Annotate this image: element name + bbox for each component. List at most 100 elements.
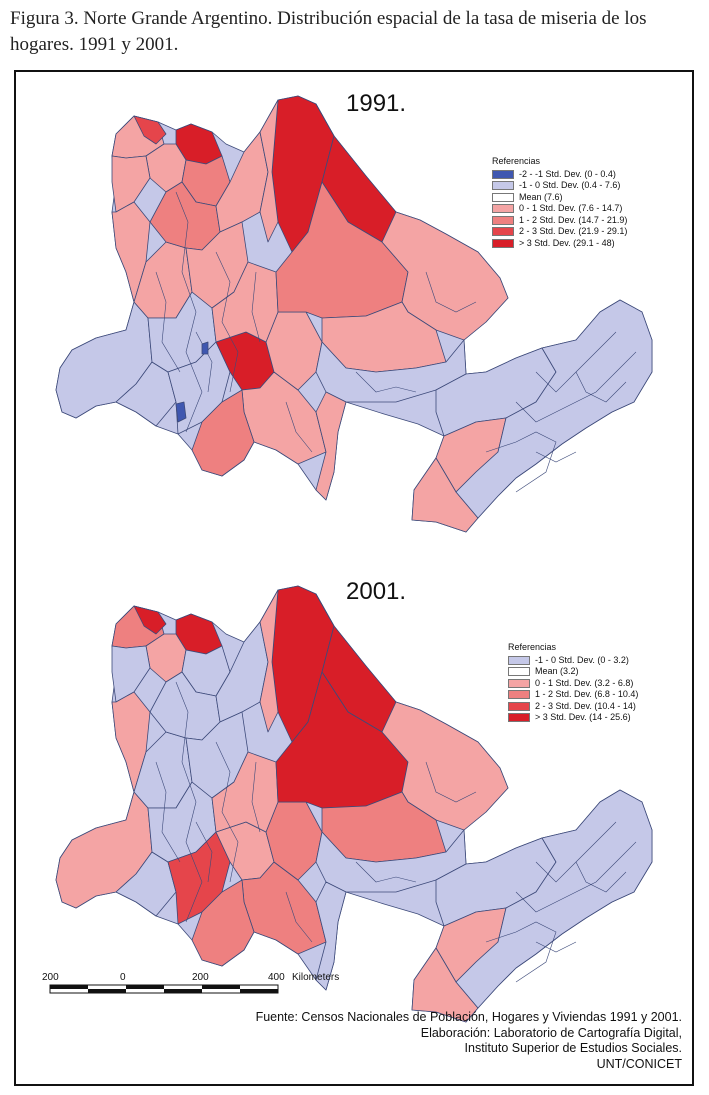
- map-2001-title: 2001.: [346, 578, 407, 605]
- credits-block: Fuente: Censos Nacionales de Población, …: [256, 1010, 682, 1072]
- legend-label: 1 - 2 Std. Dev. (6.8 - 10.4): [535, 689, 639, 699]
- department-boundary: [515, 841, 637, 913]
- scale-bar: [49, 984, 279, 994]
- department-region: [315, 881, 347, 991]
- legend-label: 2 - 3 Std. Dev. (21.9 - 29.1): [519, 226, 628, 236]
- legend-item: Mean (7.6): [492, 192, 627, 204]
- legend-swatch: [508, 678, 530, 688]
- department-region: [411, 947, 479, 1023]
- legend-item: 1 - 2 Std. Dev. (6.8 - 10.4): [508, 689, 638, 701]
- legend-label: -1 - 0 Std. Dev. (0 - 3.2): [535, 654, 629, 665]
- legend-label: 0 - 1 Std. Dev. (3.2 - 6.8): [535, 677, 634, 688]
- legend-label: > 3 Std. Dev. (14 - 25.6): [535, 712, 631, 722]
- department-region: [133, 605, 167, 635]
- legend-swatch: [492, 192, 514, 202]
- department-boundary: [175, 681, 203, 923]
- department-region: [211, 751, 279, 833]
- department-boundary: [285, 891, 313, 943]
- map-frame: 1991. 2001. Referencias -2 - -1 Std. Dev…: [14, 70, 694, 1086]
- legend-label: Mean (7.6): [519, 191, 563, 202]
- legend-label: 0 - 1 Std. Dev. (7.6 - 14.7): [519, 203, 623, 213]
- authorship-line: Elaboración: Laboratorio de Cartografía …: [420, 1025, 682, 1040]
- scale-tick-label: 0: [120, 972, 126, 983]
- department-region: [111, 645, 151, 703]
- department-region: [201, 341, 209, 355]
- legend-swatch: [492, 204, 514, 214]
- legend-item: Mean (3.2): [508, 666, 638, 678]
- legend-swatch: [492, 169, 514, 179]
- scale-unit-label: Kilometers: [292, 972, 340, 983]
- legend-swatch: [508, 701, 530, 711]
- scale-tick-label: 200: [42, 972, 59, 983]
- source-line: Fuente: Censos Nacionales de Población, …: [255, 1010, 682, 1024]
- legend-swatch: [492, 227, 514, 237]
- department-region: [315, 391, 347, 501]
- scale-bar-segment: [240, 989, 278, 993]
- legend-1991: Referencias -2 - -1 Std. Dev. (0 - 0.4) -…: [492, 156, 627, 249]
- scale-tick-label: 200: [192, 972, 209, 983]
- department-region: [211, 261, 279, 343]
- legend-swatch: [508, 667, 530, 677]
- figure-caption: Figura 3. Norte Grande Argentino. Distri…: [10, 8, 647, 55]
- department-region: [381, 211, 509, 341]
- department-boundary: [355, 371, 417, 393]
- legend-label: > 3 Std. Dev. (29.1 - 48): [519, 237, 615, 248]
- legend-item: 2 - 3 Std. Dev. (21.9 - 29.1): [492, 226, 627, 238]
- legend-item: -1 - 0 Std. Dev. (0.4 - 7.6): [492, 180, 627, 192]
- department-boundary: [251, 271, 261, 343]
- department-boundary: [251, 761, 261, 833]
- legend-item: 1 - 2 Std. Dev. (14.7 - 21.9): [492, 215, 627, 227]
- department-region: [259, 589, 279, 733]
- legend-item: 0 - 1 Std. Dev. (7.6 - 14.7): [492, 203, 627, 215]
- legend-item: -1 - 0 Std. Dev. (0 - 3.2): [508, 655, 638, 667]
- department-boundary: [175, 191, 203, 433]
- institute-line: Instituto Superior de Estudios Sociales.: [464, 1041, 682, 1055]
- map-canvas: [49, 95, 653, 1023]
- department-region: [175, 401, 187, 423]
- legend-swatch: [492, 181, 514, 191]
- scale-bar-segment: [164, 989, 202, 993]
- department-boundary: [355, 861, 417, 883]
- department-boundary: [215, 741, 239, 883]
- department-boundary: [515, 351, 637, 423]
- map-2001: [55, 585, 653, 1023]
- department-boundary: [155, 761, 181, 863]
- organization-line: UNT/CONICET: [596, 1056, 682, 1071]
- department-boundary: [485, 921, 557, 983]
- department-region: [191, 879, 255, 967]
- legend-2001: Referencias -1 - 0 Std. Dev. (0 - 3.2) Me…: [508, 642, 638, 724]
- department-region: [259, 99, 279, 243]
- legend-label: -2 - -1 Std. Dev. (0 - 0.4): [519, 168, 616, 179]
- legend-item: -2 - -1 Std. Dev. (0 - 0.4): [492, 169, 627, 181]
- department-boundary: [535, 451, 577, 463]
- department-boundary: [425, 271, 477, 313]
- legend-item: > 3 Std. Dev. (14 - 25.6): [508, 712, 638, 724]
- department-boundary: [425, 761, 477, 803]
- scale-bar-frame: [49, 984, 279, 994]
- legend-item: > 3 Std. Dev. (29.1 - 48): [492, 238, 627, 250]
- department-boundary: [285, 401, 313, 453]
- department-boundary: [195, 331, 213, 393]
- map-1991-title: 1991.: [346, 90, 407, 117]
- legend-swatch: [508, 655, 530, 665]
- legend-label: 2 - 3 Std. Dev. (10.4 - 14): [535, 700, 636, 711]
- scale-bar-segment: [126, 985, 164, 989]
- department-boundary: [535, 941, 577, 953]
- legend-label: Mean (3.2): [535, 666, 579, 676]
- scale-bar-segment: [50, 985, 88, 989]
- scale-tick-label: 400: [268, 972, 285, 983]
- legend-item: 0 - 1 Std. Dev. (3.2 - 6.8): [508, 678, 638, 690]
- legend-label: 1 - 2 Std. Dev. (14.7 - 21.9): [519, 214, 628, 225]
- legend-swatch: [492, 215, 514, 225]
- department-boundary: [195, 821, 213, 883]
- scale-bar-segment: [88, 989, 126, 993]
- legend-swatch: [508, 713, 530, 723]
- legend-label: -1 - 0 Std. Dev. (0.4 - 7.6): [519, 180, 621, 190]
- department-region: [411, 457, 479, 533]
- department-region: [133, 115, 167, 145]
- department-region: [191, 389, 255, 477]
- map-1991: [55, 95, 653, 533]
- department-boundary: [155, 271, 181, 373]
- department-region: [111, 155, 151, 213]
- legend-swatch: [508, 690, 530, 700]
